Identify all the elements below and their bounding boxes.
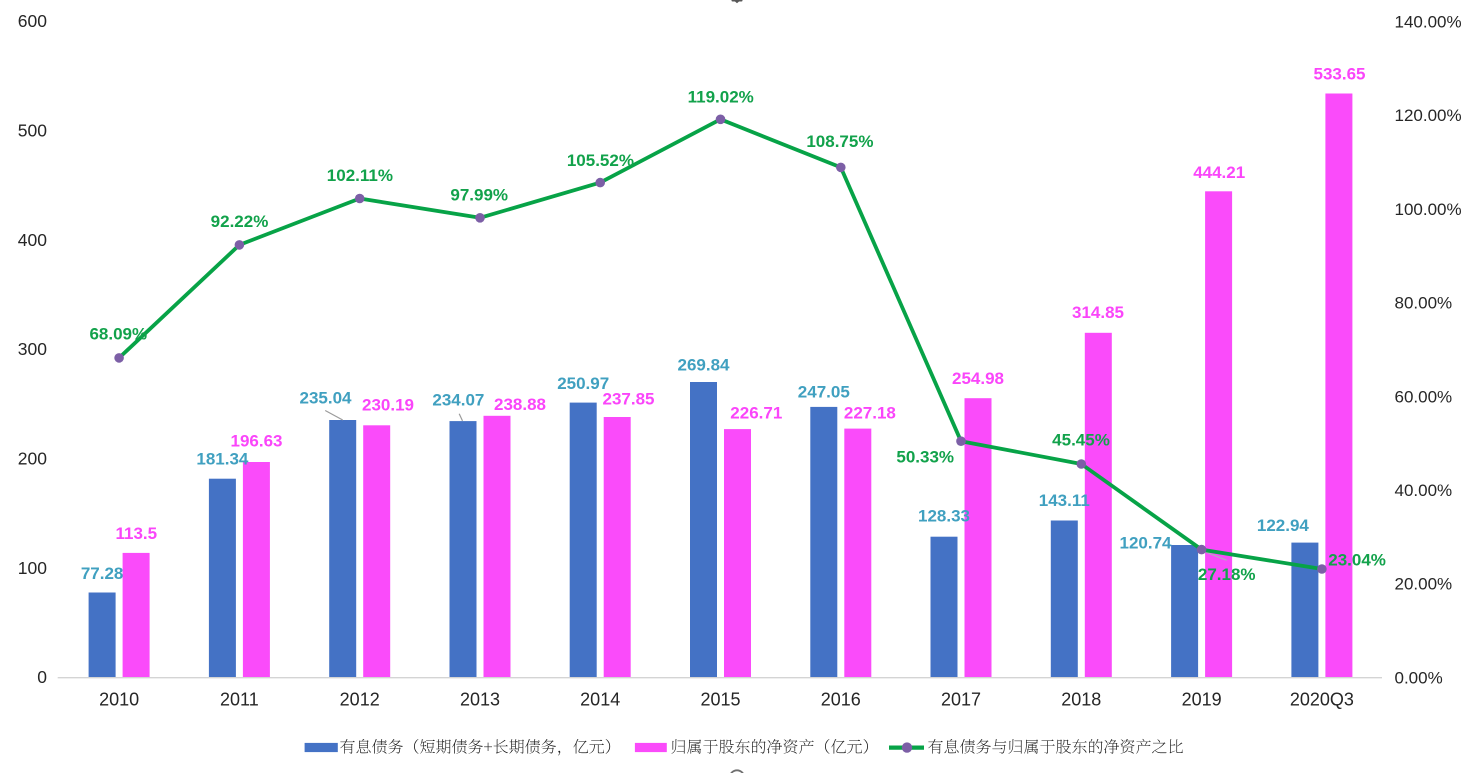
svg-text:80.00%: 80.00% [1395, 294, 1453, 313]
svg-text:444.21: 444.21 [1193, 163, 1245, 182]
svg-text:230.19: 230.19 [362, 396, 414, 415]
svg-text:314.85: 314.85 [1072, 303, 1124, 322]
svg-text:2011: 2011 [220, 690, 259, 710]
svg-text:60.00%: 60.00% [1395, 387, 1453, 406]
svg-text:92.22%: 92.22% [211, 212, 269, 231]
svg-text:234.07: 234.07 [432, 391, 484, 410]
svg-text:50.33%: 50.33% [896, 448, 954, 467]
svg-text:100: 100 [18, 558, 47, 578]
svg-text:196.63: 196.63 [231, 431, 283, 450]
svg-text:500: 500 [18, 121, 47, 141]
svg-text:2012: 2012 [340, 690, 380, 710]
svg-text:23.04%: 23.04% [1328, 551, 1386, 570]
svg-text:105.52%: 105.52% [567, 151, 634, 170]
svg-text:181.34: 181.34 [196, 449, 249, 468]
svg-text:27.18%: 27.18% [1198, 565, 1256, 584]
svg-text:97.99%: 97.99% [450, 186, 508, 205]
svg-text:2017: 2017 [941, 690, 981, 710]
svg-text:140.00%: 140.00% [1395, 12, 1462, 31]
svg-text:2016: 2016 [821, 690, 861, 710]
svg-text:2020Q3: 2020Q3 [1290, 690, 1354, 710]
svg-text:113.5: 113.5 [115, 524, 157, 543]
svg-text:237.85: 237.85 [603, 390, 655, 409]
svg-text:100.00%: 100.00% [1395, 200, 1462, 219]
svg-text:2019: 2019 [1182, 690, 1222, 710]
svg-text:600: 600 [18, 11, 47, 31]
svg-text:200: 200 [18, 449, 47, 469]
svg-text:2013: 2013 [460, 690, 500, 710]
svg-text:254.98: 254.98 [952, 369, 1004, 388]
svg-text:77.28: 77.28 [81, 564, 124, 583]
svg-text:119.02%: 119.02% [688, 88, 754, 107]
svg-text:238.88: 238.88 [494, 395, 546, 414]
svg-text:68.09%: 68.09% [89, 324, 147, 343]
svg-text:227.18: 227.18 [844, 404, 896, 423]
svg-text:122.94: 122.94 [1257, 516, 1310, 535]
svg-text:120.00%: 120.00% [1395, 106, 1462, 125]
svg-text:247.05: 247.05 [798, 382, 850, 401]
svg-text:250.97: 250.97 [557, 374, 609, 393]
svg-text:45.45%: 45.45% [1052, 431, 1110, 450]
svg-text:235.04: 235.04 [300, 389, 353, 408]
svg-text:102.11%: 102.11% [327, 166, 393, 185]
svg-text:0: 0 [37, 667, 47, 687]
svg-text:300: 300 [18, 339, 47, 359]
svg-text:2018: 2018 [1061, 690, 1101, 710]
svg-text:400: 400 [18, 230, 47, 250]
svg-text:533.65: 533.65 [1314, 65, 1366, 84]
svg-text:0.00%: 0.00% [1395, 668, 1443, 687]
svg-text:2015: 2015 [700, 690, 740, 710]
svg-text:20.00%: 20.00% [1395, 575, 1453, 594]
svg-text:40.00%: 40.00% [1395, 481, 1453, 500]
svg-text:128.33: 128.33 [918, 507, 970, 526]
svg-text:2014: 2014 [580, 690, 620, 710]
svg-text:120.74: 120.74 [1120, 533, 1173, 552]
svg-text:108.75%: 108.75% [806, 132, 873, 151]
svg-text:226.71: 226.71 [730, 404, 782, 423]
svg-text:143.11: 143.11 [1039, 491, 1090, 510]
svg-text:2010: 2010 [99, 690, 139, 710]
svg-text:269.84: 269.84 [678, 355, 731, 374]
